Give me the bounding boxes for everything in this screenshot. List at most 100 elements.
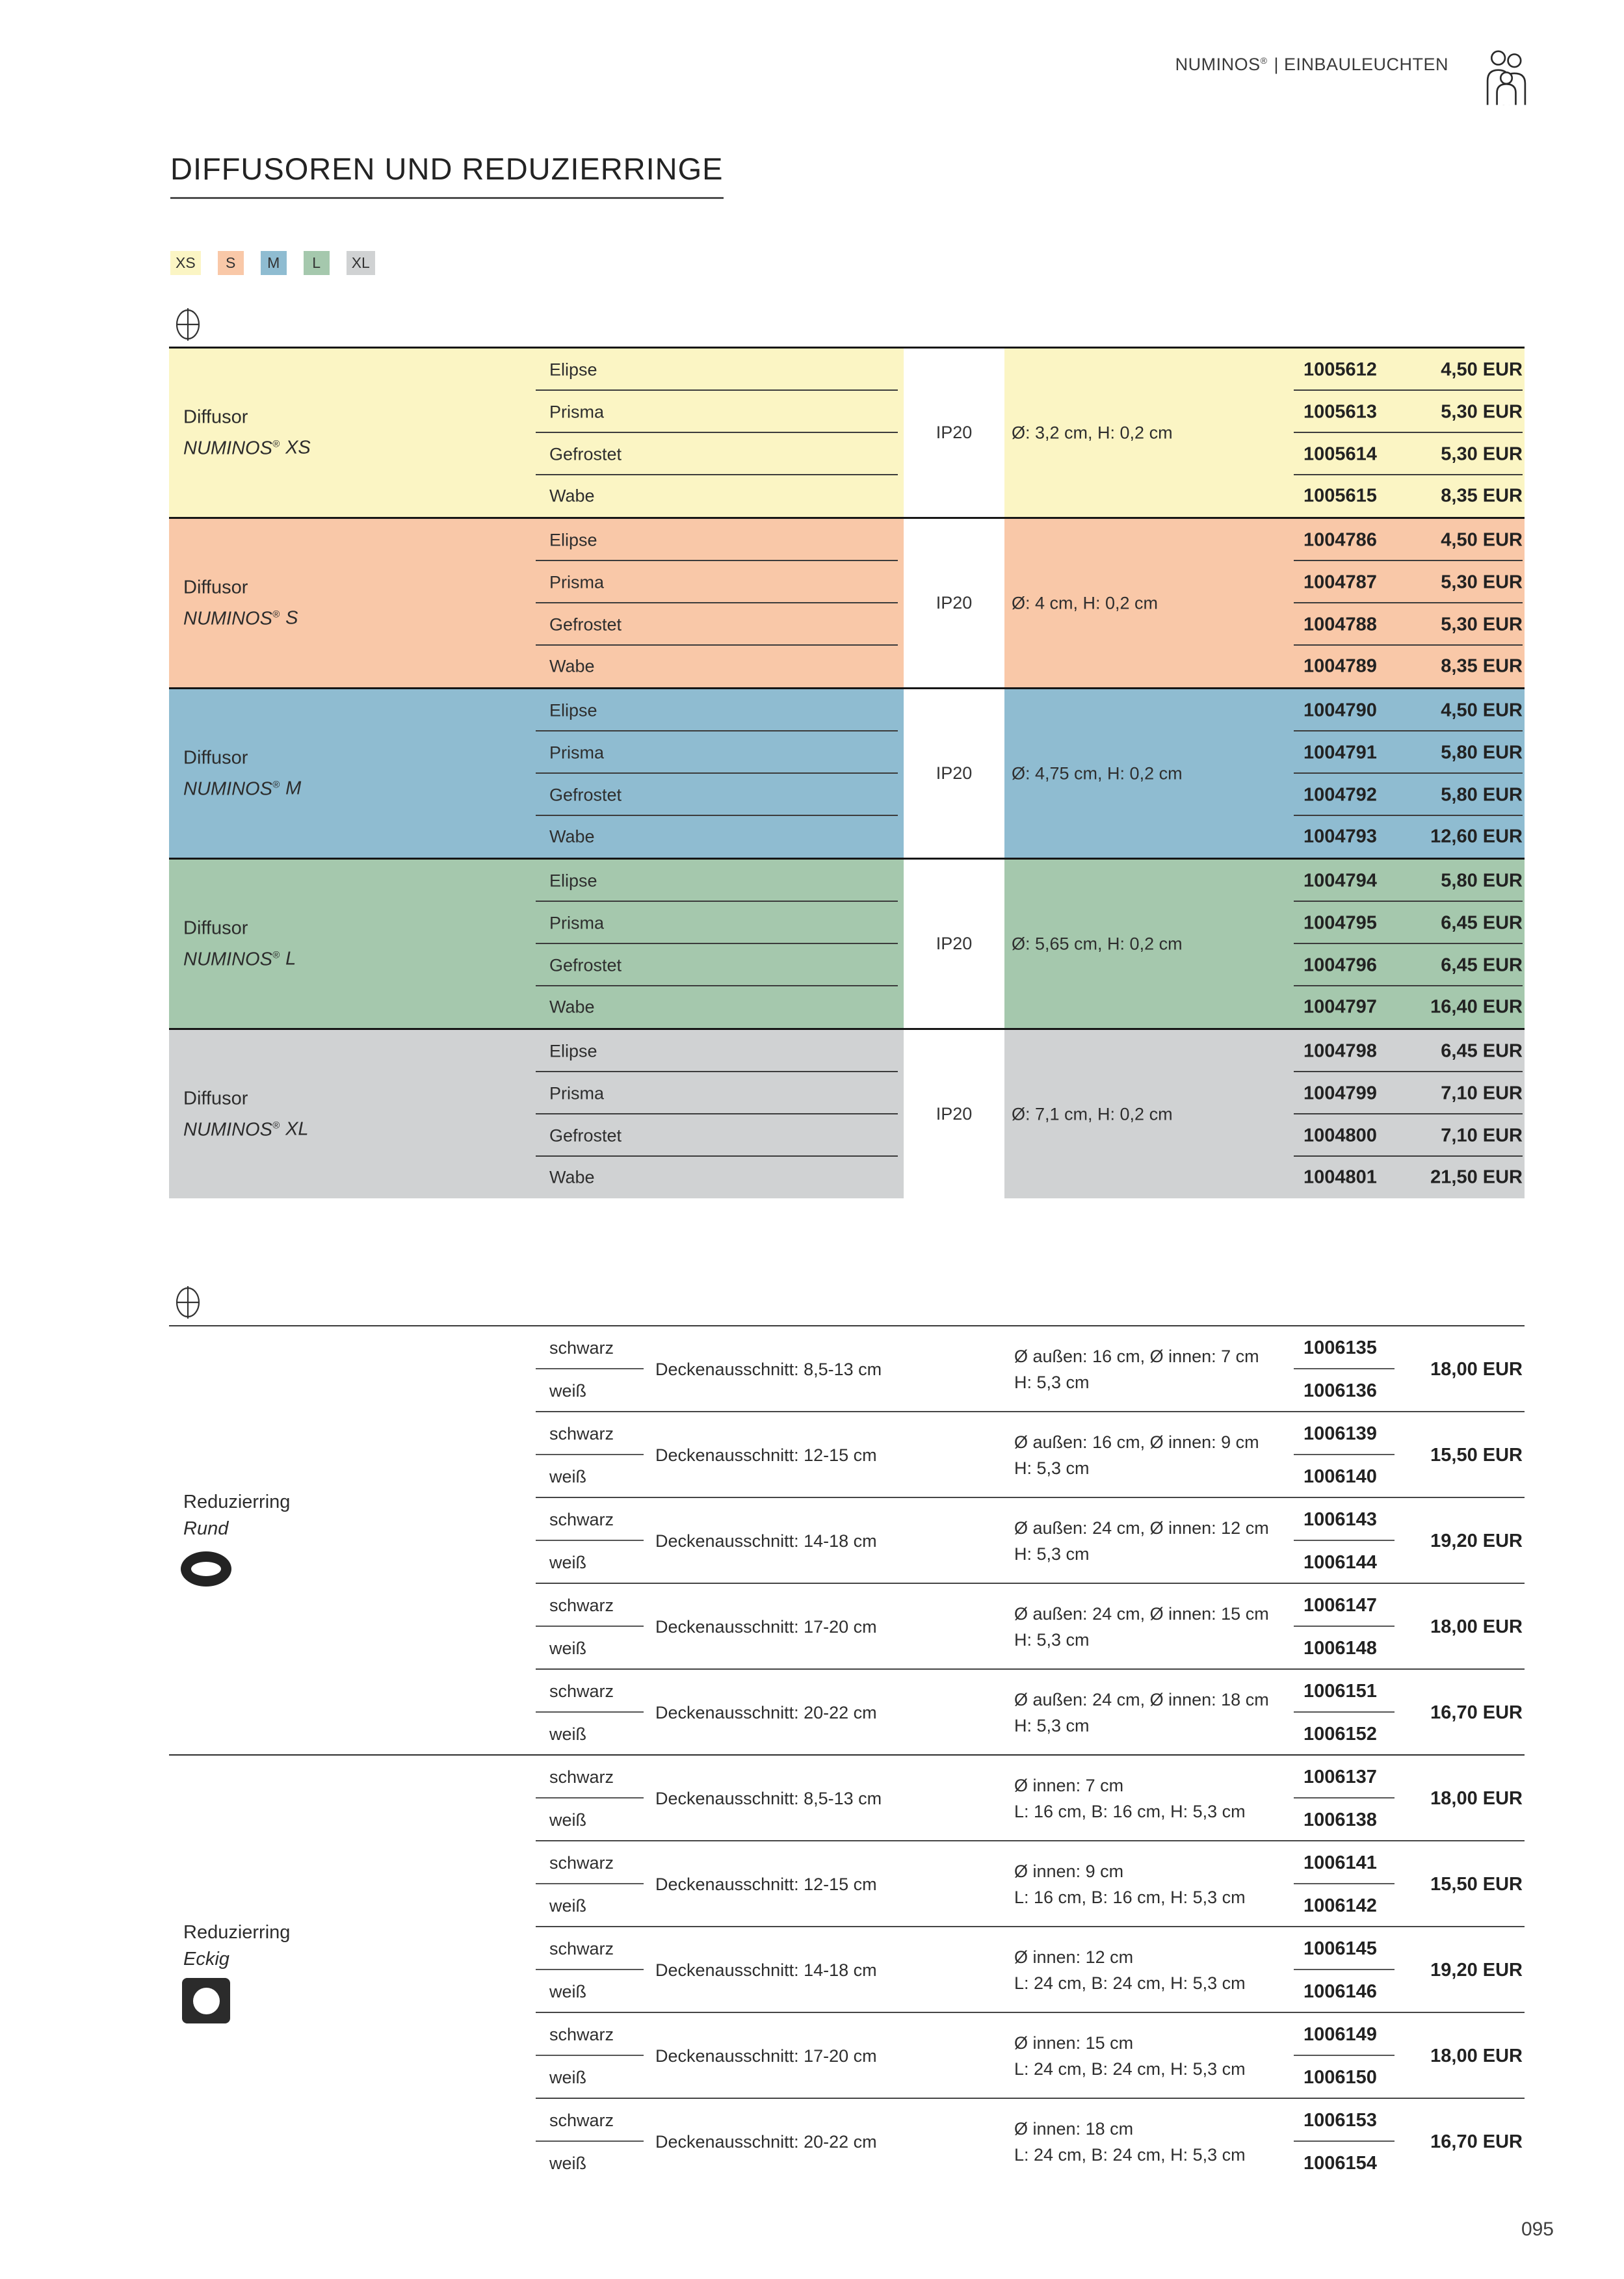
table-row: Prisma 1004795 6,45 EUR [169,902,1525,944]
article-number: 1004794 [1303,870,1377,891]
divider [536,730,898,731]
table-row: schwarz weiß Deckenausschnitt: 12-15 cm … [169,1841,1525,1927]
finish-label: Wabe [549,656,595,676]
price: 6,45 EUR [1441,1040,1523,1061]
divider [1294,1454,1395,1455]
ceiling-cutout: Deckenausschnitt: 14-18 cm [655,1960,877,1980]
color-schwarz: schwarz [549,2024,614,2044]
finish-label: Prisma [549,913,605,932]
divider [1294,389,1523,391]
price: 8,35 EUR [1441,485,1523,507]
color-weiss: weiß [549,1895,587,1916]
article-number: 1006140 [1303,1466,1377,1487]
divider [536,1711,644,1713]
divider [1294,2055,1395,2056]
price: 4,50 EUR [1441,700,1523,720]
divider [536,1797,644,1798]
divider [1294,1626,1395,1627]
divider [1294,1368,1395,1369]
registered-mark: ® [272,609,280,620]
article-number: 1006143 [1303,1508,1377,1530]
finish-label: Gefrostet [549,1126,622,1145]
divider [536,1071,898,1072]
table-row: schwarz weiß Deckenausschnitt: 12-15 cm … [169,1412,1525,1498]
dimensions: Ø außen: 24 cm, Ø innen: 12 cm H: 5,3 cm [1014,1518,1269,1564]
product-name: Diffusor NUMINOS® XS [183,406,311,458]
color-weiss: weiß [549,2067,587,2087]
finish-label: Prisma [549,1083,605,1103]
color-schwarz: schwarz [549,1509,614,1529]
color-weiss: weiß [549,2153,587,2173]
finish-label: Gefrostet [549,955,622,975]
diffusor-table: Diffusor NUMINOS® XS Elipse 1005612 4,50 … [169,347,1525,1198]
dimensions: Ø innen: 9 cm L: 16 cm, B: 16 cm, H: 5,3… [1014,1861,1246,1907]
ceiling-cutout: Deckenausschnitt: 8,5-13 cm [655,1359,882,1379]
price: 16,40 EUR [1430,996,1523,1018]
article-number: 1004790 [1303,700,1377,720]
price: 4,50 EUR [1441,529,1523,550]
price: 5,30 EUR [1441,572,1523,592]
plus-circle-icon[interactable] [173,306,203,343]
dimensions: Ø innen: 7 cm L: 16 cm, B: 16 cm, H: 5,3… [1014,1775,1246,1821]
finish-label: Elipse [549,360,597,379]
ceiling-cutout: Deckenausschnitt: 8,5-13 cm [655,1788,882,1808]
article-number: 1005615 [1303,485,1377,507]
article-number: 1005614 [1303,443,1377,464]
price: 18,00 EUR [1430,2045,1523,2066]
group-separator [169,1754,1525,1756]
registered-mark: ® [272,779,280,791]
divider [536,1883,644,1884]
article-number: 1004797 [1303,996,1377,1018]
table-row: schwarz weiß Deckenausschnitt: 14-18 cm … [169,1927,1525,2013]
registered-mark: ® [1260,55,1268,66]
table-row: schwarz weiß Deckenausschnitt: 17-20 cm … [169,1584,1525,1670]
price: 15,50 EUR [1430,1873,1523,1895]
divider [1294,644,1523,646]
table-row: schwarz weiß Deckenausschnitt: 8,5-13 cm… [169,1756,1525,1841]
color-schwarz: schwarz [549,1938,614,1958]
price: 19,20 EUR [1430,1959,1523,1981]
article-number: 1004798 [1303,1040,1377,1061]
table-row: Gefrostet 1005614 5,30 EUR [169,433,1525,475]
product-name: Diffusor NUMINOS® S [183,577,298,629]
article-number: 1006139 [1303,1423,1377,1444]
price: 7,10 EUR [1441,1083,1523,1103]
divider [536,772,898,774]
ip-rating: IP20 [904,519,1004,687]
price: 8,35 EUR [1441,655,1523,677]
finish-label: Gefrostet [549,785,622,804]
divider [1294,1155,1523,1157]
divider [536,474,898,475]
divider [1294,943,1523,944]
color-schwarz: schwarz [549,1595,614,1615]
price: 7,10 EUR [1441,1125,1523,1146]
divider [536,432,898,433]
dimensions: Ø: 4,75 cm, H: 0,2 cm [1012,763,1183,783]
page-number: 095 [1521,2219,1554,2240]
table-row: Wabe 1004801 21,50 EUR [169,1157,1525,1198]
plus-circle-icon[interactable] [173,1284,203,1321]
ring-hole [192,1987,220,2014]
table-row: Elipse 1004794 5,80 EUR [169,860,1525,902]
price: 4,50 EUR [1441,359,1523,380]
size-tag-l: L [303,251,330,275]
breadcrumb-section: | EINBAULEUCHTEN [1274,55,1448,74]
color-weiss: weiß [549,1810,587,1830]
table-row: Prisma 1004791 5,80 EUR [169,731,1525,774]
size-tag-s: S [217,251,244,275]
dimensions: Ø innen: 18 cm L: 24 cm, B: 24 cm, H: 5,… [1014,2118,1246,2165]
dimensions: Ø außen: 24 cm, Ø innen: 15 cm H: 5,3 cm [1014,1603,1269,1650]
color-weiss: weiß [549,1638,587,1658]
finish-label: Elipse [549,1041,597,1060]
table-row: Prisma 1004787 5,30 EUR [169,561,1525,603]
divider [1294,1071,1523,1072]
ip-rating: IP20 [904,689,1004,858]
article-number: 1005612 [1303,359,1377,380]
divider [536,1113,898,1114]
table-row: Gefrostet 1004800 7,10 EUR [169,1114,1525,1157]
article-number: 1006152 [1303,1723,1377,1745]
divider [536,560,898,561]
article-number: 1004789 [1303,655,1377,677]
finish-label: Wabe [549,997,595,1017]
breadcrumb-brand: NUMINOS [1175,55,1261,74]
